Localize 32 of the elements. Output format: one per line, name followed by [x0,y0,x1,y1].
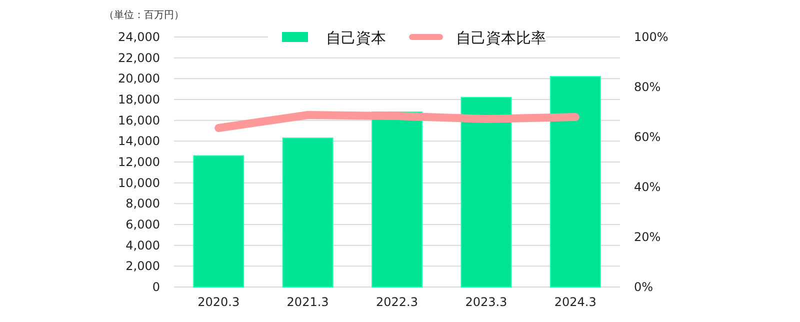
y-tick-label: 4,000 [126,238,160,252]
y-tick-label: 10,000 [118,176,160,190]
y2-tick-label: 80% [634,80,661,94]
y-tick-label: 22,000 [118,50,160,65]
text: （単位：百万円） [104,9,184,21]
y2-tick-label: 60% [634,130,661,144]
y-tick-label: 12,000 [118,155,160,169]
y-tick-label: 20,000 [118,72,160,86]
y-tick-label: 24,000 [118,30,160,44]
bar [282,138,334,288]
y2-tick-label: 40% [634,180,661,194]
bar [372,112,422,288]
y2-tick-label: 20% [634,230,661,244]
x-tick-label: 2021.3 [286,295,329,309]
bar [550,76,601,288]
y-tick-label: 18,000 [118,92,160,106]
y-tick-label: 2,000 [126,259,160,274]
y2-tick-label: 100% [634,30,668,44]
y-tick-label: 14,000 [118,134,160,148]
y-tick-label: 16,000 [118,113,160,128]
x-tick-label: 2022.3 [376,295,418,309]
legend-label: 自己資本比率 [456,29,546,47]
x-tick-label: 2024.3 [554,295,596,309]
y-tick-label: 0 [152,280,160,294]
y-tick-label: 8,000 [126,196,160,211]
bar [193,155,244,288]
legend-label: 自己資本 [326,29,386,47]
x-tick-label: 2023.3 [465,295,508,309]
bar [460,96,512,288]
x-tick-label: 2020.3 [198,295,240,309]
y-tick-label: 6,000 [126,218,160,232]
y2-tick-label: 0% [634,280,654,294]
